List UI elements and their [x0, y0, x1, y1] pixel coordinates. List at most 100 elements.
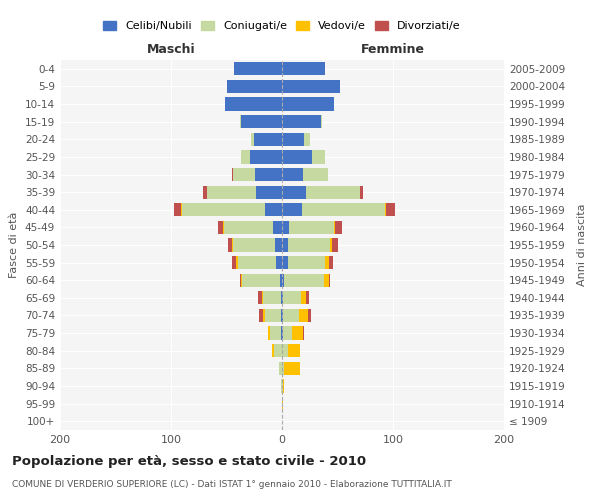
Bar	[282, 344, 287, 358]
Bar	[233, 168, 256, 181]
Bar	[224, 221, 273, 234]
Bar	[282, 238, 287, 252]
Bar	[250, 150, 282, 164]
Bar	[329, 274, 330, 287]
Bar	[289, 221, 334, 234]
Bar	[257, 291, 262, 304]
Bar	[234, 62, 282, 76]
Y-axis label: Anni di nascita: Anni di nascita	[577, 204, 587, 286]
Bar	[283, 291, 301, 304]
Bar	[281, 380, 282, 392]
Bar	[299, 309, 308, 322]
Bar	[287, 256, 325, 269]
Bar	[274, 344, 282, 358]
Bar	[283, 380, 284, 392]
Bar	[283, 309, 299, 322]
Bar	[256, 186, 282, 198]
Bar	[268, 326, 270, 340]
Bar	[304, 132, 310, 146]
Bar	[203, 186, 206, 198]
Bar	[280, 274, 282, 287]
Bar	[206, 186, 256, 198]
Bar	[385, 203, 386, 216]
Bar	[329, 256, 333, 269]
Bar	[302, 203, 385, 216]
Bar	[278, 362, 282, 375]
Bar	[232, 256, 236, 269]
Bar	[282, 80, 340, 93]
Bar	[240, 274, 241, 287]
Bar	[233, 238, 275, 252]
Bar	[263, 309, 265, 322]
Bar	[175, 203, 181, 216]
Bar	[275, 238, 282, 252]
Bar	[282, 168, 303, 181]
Bar	[273, 221, 282, 234]
Bar	[282, 397, 283, 410]
Bar	[307, 291, 308, 304]
Bar	[227, 238, 232, 252]
Bar	[226, 98, 282, 110]
Bar	[303, 326, 304, 340]
Y-axis label: Fasce di età: Fasce di età	[10, 212, 19, 278]
Bar	[282, 203, 302, 216]
Bar	[325, 256, 329, 269]
Bar	[242, 274, 280, 287]
Bar	[301, 291, 307, 304]
Bar	[330, 238, 332, 252]
Bar	[182, 203, 265, 216]
Bar	[334, 221, 335, 234]
Bar	[282, 132, 304, 146]
Bar	[284, 362, 300, 375]
Bar	[284, 274, 324, 287]
Text: Popolazione per età, sesso e stato civile - 2010: Popolazione per età, sesso e stato civil…	[12, 455, 366, 468]
Bar	[282, 256, 287, 269]
Bar	[241, 150, 250, 164]
Bar	[281, 291, 282, 304]
Bar	[303, 168, 328, 181]
Bar	[232, 238, 233, 252]
Legend: Celibi/Nubili, Coniugati/e, Vedovi/e, Divorziati/e: Celibi/Nubili, Coniugati/e, Vedovi/e, Di…	[100, 18, 464, 34]
Bar	[282, 98, 334, 110]
Bar	[241, 274, 242, 287]
Text: Maschi: Maschi	[146, 44, 196, 57]
Bar	[287, 238, 330, 252]
Bar	[332, 238, 337, 252]
Bar	[360, 186, 363, 198]
Text: Femmine: Femmine	[361, 44, 425, 57]
Bar	[256, 168, 282, 181]
Bar	[181, 203, 182, 216]
Bar	[227, 80, 282, 93]
Bar	[282, 380, 283, 392]
Bar	[282, 274, 284, 287]
Bar	[386, 203, 395, 216]
Bar	[282, 150, 312, 164]
Bar	[282, 115, 321, 128]
Bar	[308, 309, 311, 322]
Bar	[335, 221, 342, 234]
Bar	[324, 274, 329, 287]
Bar	[282, 291, 283, 304]
Bar	[263, 291, 281, 304]
Bar	[282, 309, 283, 322]
Bar	[254, 132, 282, 146]
Bar	[265, 309, 281, 322]
Bar	[236, 256, 238, 269]
Bar	[307, 186, 360, 198]
Bar	[282, 62, 325, 76]
Bar	[218, 221, 223, 234]
Bar	[223, 221, 224, 234]
Bar	[282, 326, 283, 340]
Bar	[238, 256, 277, 269]
Bar	[281, 309, 282, 322]
Bar	[240, 115, 241, 128]
Bar	[251, 132, 254, 146]
Bar	[282, 221, 289, 234]
Bar	[292, 326, 303, 340]
Bar	[272, 344, 274, 358]
Bar	[241, 115, 282, 128]
Bar	[282, 186, 307, 198]
Bar	[259, 309, 263, 322]
Bar	[321, 115, 322, 128]
Bar	[281, 326, 282, 340]
